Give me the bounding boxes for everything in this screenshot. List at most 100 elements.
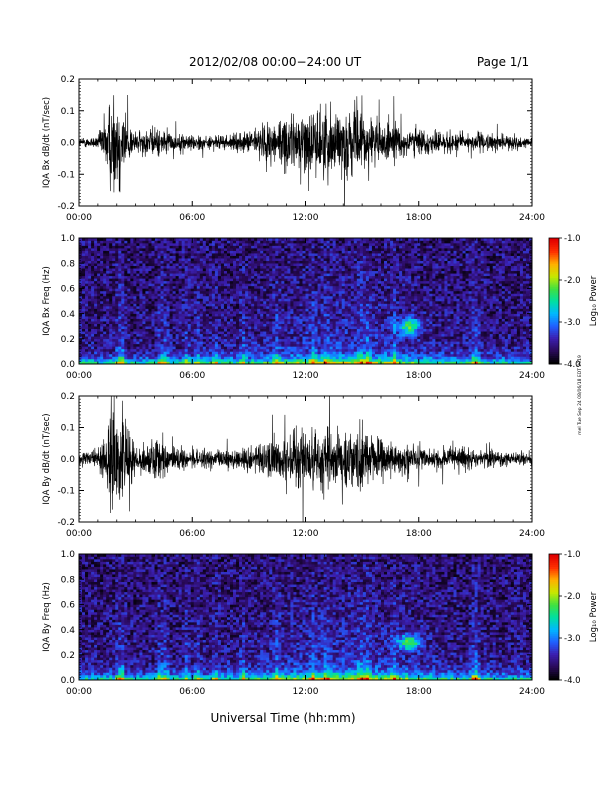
spectrogram-cell	[190, 303, 195, 307]
spectrogram-cell	[278, 275, 282, 279]
spectrogram-cell	[263, 285, 267, 289]
spectrogram-cell	[103, 336, 107, 340]
spectrogram-cell	[82, 290, 86, 294]
spectrogram-cell	[136, 283, 140, 287]
spectrogram-cell	[305, 255, 309, 259]
spectrogram-cell	[190, 255, 195, 259]
spectrogram-cell	[269, 323, 273, 327]
spectrogram-cell	[157, 316, 161, 319]
spectrogram-cell	[136, 361, 140, 365]
spectrogram-cell	[233, 341, 237, 345]
spectrogram-cell	[142, 346, 146, 350]
spectrogram-cell	[314, 336, 318, 340]
spectrogram-cell	[130, 321, 134, 324]
spectrogram-cell	[350, 290, 355, 294]
spectrogram-cell	[133, 265, 137, 269]
spectrogram-cell	[106, 358, 110, 362]
spectrogram-cell	[269, 238, 273, 241]
spectrogram-cell	[368, 278, 373, 282]
spectrogram-cell	[272, 293, 276, 297]
spectrogram-cell	[326, 361, 330, 365]
spectrogram-cell	[341, 316, 346, 319]
spectrogram-cell	[79, 298, 83, 302]
spectrogram-cell	[196, 255, 201, 259]
spectrogram-cell	[281, 333, 285, 337]
spectrogram-cell	[112, 270, 116, 274]
spectrogram-cell	[157, 253, 161, 256]
spectrogram-cell	[217, 283, 222, 287]
spectrogram-cell	[124, 336, 128, 340]
spectrogram-cell	[208, 283, 213, 287]
spectrogram-cell	[166, 301, 170, 304]
spectrogram-cell	[85, 268, 89, 272]
spectrogram-cell	[214, 273, 219, 277]
spectrogram-cell	[353, 290, 358, 294]
spectrogram-cell	[79, 311, 83, 314]
spectrogram-cell	[208, 240, 213, 244]
spectrogram-cell	[196, 240, 201, 244]
spectrogram-cell	[196, 243, 201, 246]
spectrogram-cell	[163, 346, 167, 350]
spectrogram-cell	[139, 293, 143, 297]
spectrogram-cell	[217, 318, 222, 322]
spectrogram-cell	[332, 308, 336, 312]
spectrogram-cell	[344, 341, 349, 345]
spectrogram-cell	[79, 245, 83, 249]
spectrogram-cell	[130, 341, 134, 345]
spectrogram-cell	[94, 361, 98, 365]
spectrogram-cell	[368, 260, 373, 264]
spectrogram-cell	[344, 283, 349, 287]
spectrogram-cell	[208, 268, 213, 272]
spectrogram-cell	[314, 293, 318, 297]
spectrogram-cell	[127, 255, 131, 259]
spectrogram-cell	[91, 248, 95, 251]
spectrogram-cell	[151, 270, 155, 274]
spectrogram-cell	[266, 260, 270, 264]
spectrogram-cell	[230, 328, 234, 332]
spectrogram-cell	[359, 311, 364, 314]
spectrogram-cell	[148, 273, 152, 277]
spectrogram-cell	[91, 280, 95, 284]
spectrogram-cell	[103, 290, 107, 294]
spectrogram-cell	[257, 255, 261, 259]
spectrogram-cell	[293, 283, 297, 287]
spectrogram-cell	[100, 250, 104, 254]
spectrogram-cell	[100, 343, 104, 347]
spectrogram-cell	[145, 273, 149, 277]
spectrogram-cell	[368, 290, 373, 294]
spectrogram-cell	[266, 326, 270, 330]
spectrogram-cell	[257, 323, 261, 327]
spectrogram-cell	[230, 336, 234, 340]
spectrogram-cell	[121, 238, 125, 241]
spectrogram-cell	[91, 341, 95, 345]
spectrogram-cell	[133, 250, 137, 254]
spectrogram-cell	[109, 301, 113, 304]
spectrogram-cell	[154, 346, 158, 350]
spectrogram-cell	[166, 288, 170, 292]
spectrogram-cell	[94, 331, 98, 335]
spectrogram-cell	[350, 283, 355, 287]
spectrogram-cell	[139, 331, 143, 335]
spectrogram-cell	[347, 341, 352, 345]
spectrogram-cell	[202, 290, 207, 294]
spectrogram-cell	[266, 346, 270, 350]
spectrogram-cell	[260, 358, 264, 362]
spectrogram-cell	[311, 298, 315, 302]
spectrogram-cell	[118, 288, 122, 292]
spectrogram-cell	[266, 280, 270, 284]
spectrogram-cell	[94, 326, 98, 330]
spectrogram-cell	[148, 316, 152, 319]
spectrogram-cell	[302, 250, 306, 254]
spectrogram-cell	[223, 283, 228, 287]
spectrogram-cell	[94, 255, 98, 259]
spectrogram-cell	[82, 288, 86, 292]
spectrogram-cell	[302, 348, 306, 352]
spectrogram-cell	[320, 308, 324, 312]
spectrogram-cell	[308, 258, 312, 261]
spectrogram-cell	[79, 288, 83, 292]
spectrogram-cell	[305, 260, 309, 264]
spectrogram-cell	[94, 318, 98, 322]
spectrogram-cell	[184, 338, 189, 342]
spectrogram-cell	[257, 283, 261, 287]
spectrogram-cell	[365, 328, 370, 332]
